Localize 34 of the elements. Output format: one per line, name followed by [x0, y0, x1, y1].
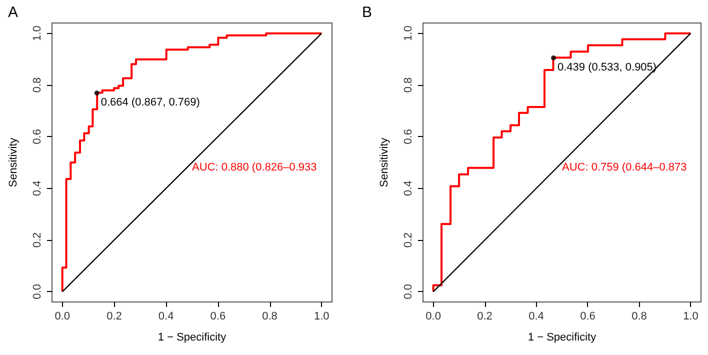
annotation: AUC: 0.880 (0.826–0.933 — [192, 162, 317, 174]
y-axis-title: Sensitivity — [8, 137, 20, 188]
chart-title: B — [362, 4, 372, 21]
x-tick-label: 0.4 — [528, 310, 544, 322]
x-tick-label: 0.0 — [54, 310, 70, 322]
y-tick-label: 0.2 — [402, 232, 414, 248]
x-tick-label: 0.2 — [106, 310, 122, 322]
x-tick-label: 0.8 — [632, 310, 647, 322]
x-tick-label: 1.0 — [683, 310, 698, 322]
x-tick-label: 0.0 — [426, 310, 441, 322]
annotation: 0.439 (0.533, 0.905) — [558, 61, 657, 74]
y-tick-label: 0.6 — [402, 129, 414, 144]
y-axis-title: Sensitivity — [378, 137, 390, 188]
x-axis-title: 1 − Specificity — [528, 332, 597, 344]
y-tick-label: 0.6 — [32, 129, 44, 144]
annotation: 0.664 (0.867, 0.769) — [100, 96, 200, 109]
y-tick-label: 1.0 — [402, 26, 414, 41]
x-axis-title: 1 − Specificity — [158, 332, 227, 344]
chart-title: A — [8, 4, 18, 21]
y-tick-label: 0.0 — [402, 284, 414, 300]
y-tick-label: 1.0 — [32, 26, 44, 41]
y-tick-label: 0.4 — [402, 180, 414, 196]
x-tick-label: 1.0 — [314, 310, 330, 322]
x-tick-label: 0.6 — [210, 310, 226, 322]
y-tick-label: 0.4 — [32, 180, 44, 196]
x-tick-label: 0.2 — [477, 310, 492, 322]
annotation: AUC: 0.759 (0.644–0.873 — [562, 162, 687, 174]
x-tick-label: 0.4 — [158, 310, 174, 322]
y-tick-label: 0.2 — [32, 232, 44, 248]
x-tick-label: 0.6 — [580, 310, 596, 322]
y-tick-label: 0.8 — [32, 77, 44, 93]
y-tick-label: 0.8 — [402, 77, 414, 93]
y-tick-label: 0.0 — [32, 284, 44, 300]
x-tick-label: 0.8 — [262, 310, 278, 322]
